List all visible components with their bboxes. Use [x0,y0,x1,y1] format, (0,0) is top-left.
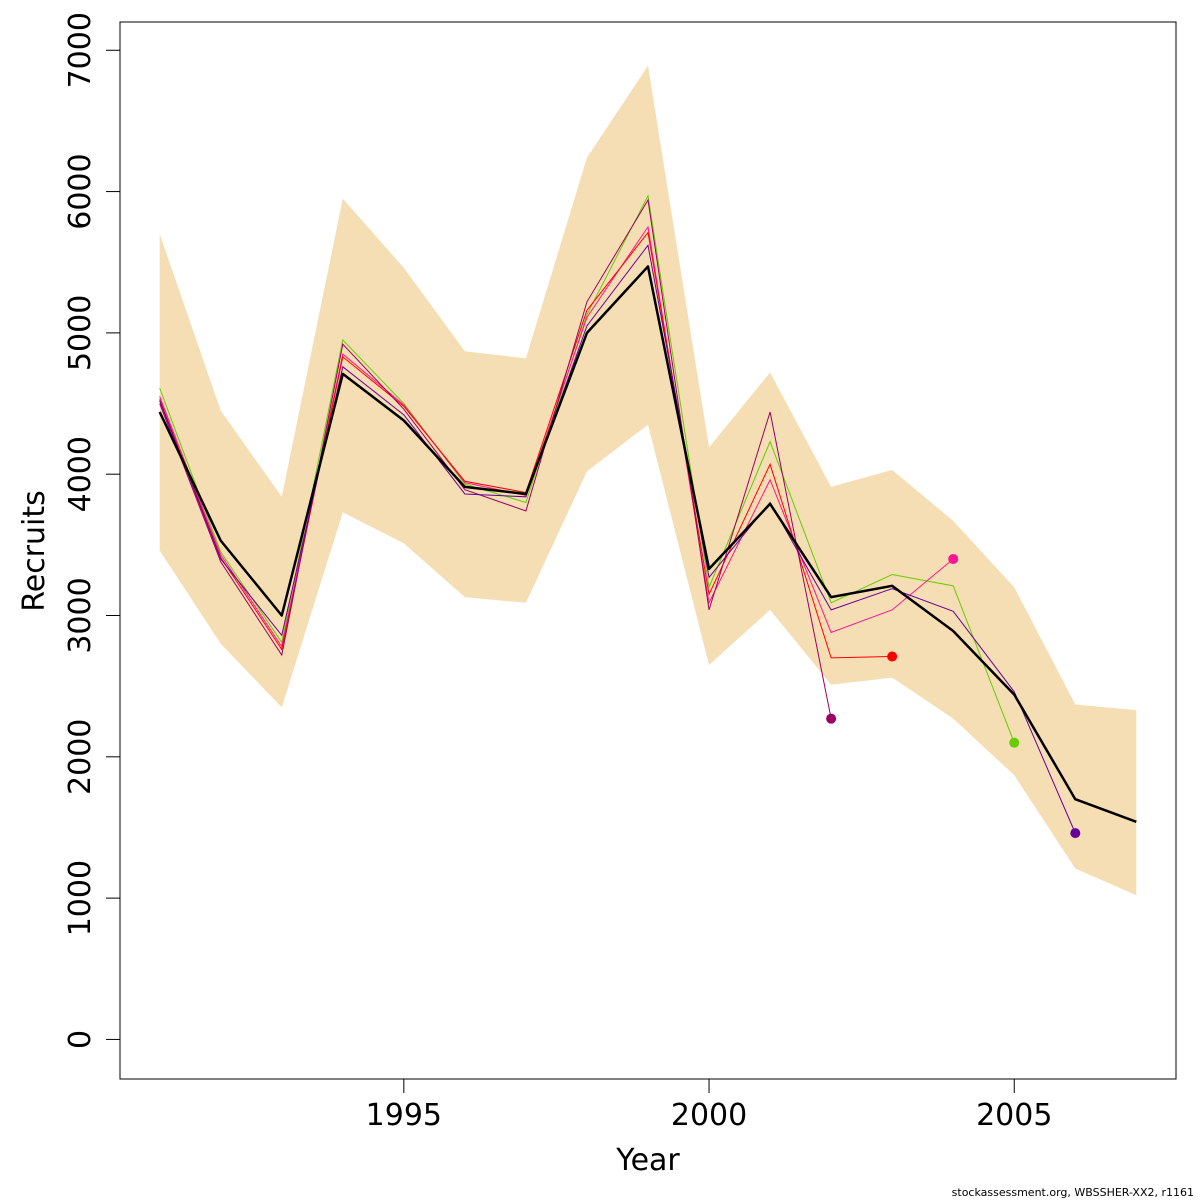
x-tick-label: 1995 [366,1098,442,1133]
y-tick-label: 7000 [63,12,98,88]
credit-text: stockassessment.org, WBSSHER-XX2, r1161 [952,1186,1194,1199]
plot-frame [119,21,1177,1080]
retro-series-line-1 [159,194,1015,743]
x-axis-title: Year [615,1143,680,1178]
retro-series-line-4 [159,198,832,719]
y-tick-label: 1000 [63,860,98,936]
confidence-band-layer [159,65,1137,896]
retrospective-series-layer [159,194,1081,839]
y-axis-title: Recruits [17,490,52,612]
y-tick-label: 0 [63,1030,98,1049]
retro-series-endpoint-3 [887,651,898,662]
x-axis: 1995 2000 2005 [366,1079,1052,1133]
x-tick-label: 2000 [671,1098,747,1133]
retro-series-endpoint-2 [948,553,959,564]
y-tick-label: 6000 [63,153,98,229]
y-tick-label: 3000 [63,577,98,653]
x-tick-label: 2005 [976,1098,1052,1133]
y-tick-label: 5000 [63,295,98,371]
retro-series-line-5 [159,244,1076,834]
y-tick-label: 4000 [63,436,98,512]
main-series-layer [158,265,1137,823]
retro-series-endpoint-4 [826,713,837,724]
retro-series-endpoint-5 [1070,828,1081,839]
main-series-line [158,265,1137,823]
y-tick-label: 2000 [63,719,98,795]
retro-series-endpoint-1 [1009,737,1020,748]
confidence-band [159,65,1137,896]
y-axis: 0 1000 2000 3000 4000 5000 6000 7000 [63,12,120,1049]
